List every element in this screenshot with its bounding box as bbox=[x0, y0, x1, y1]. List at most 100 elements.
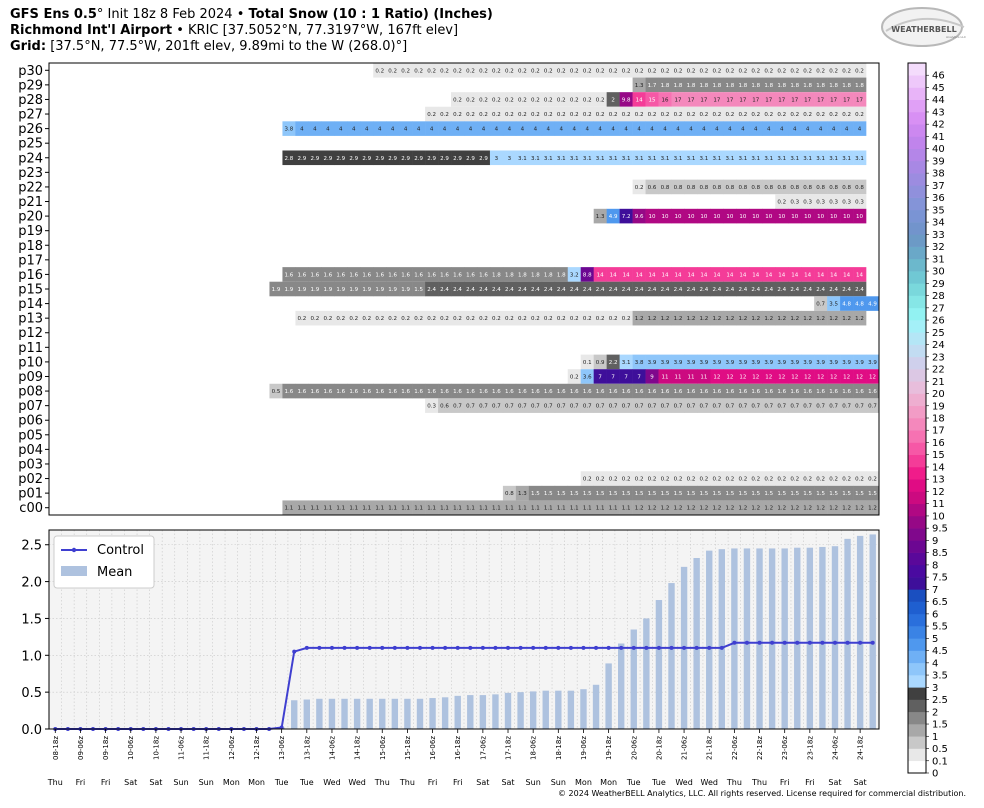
heatmap-cell bbox=[438, 150, 452, 166]
heatmap-cell bbox=[853, 485, 867, 501]
heatmap-cell bbox=[671, 106, 685, 122]
cell-value: 10 bbox=[765, 214, 772, 220]
cell-value: 0.2 bbox=[790, 68, 799, 74]
heatmap-cell bbox=[853, 281, 867, 297]
cell-value: 3 bbox=[508, 156, 512, 162]
cell-value: 7.2 bbox=[622, 214, 631, 220]
mean-bar bbox=[291, 700, 298, 729]
cell-value: 4 bbox=[339, 127, 343, 133]
heatmap-cell bbox=[814, 121, 828, 136]
colorbar-label: 0.5 bbox=[932, 744, 948, 755]
cell-value: 1.6 bbox=[466, 389, 475, 395]
cell-value: 2.9 bbox=[440, 156, 449, 162]
cell-value: 1.8 bbox=[531, 272, 540, 278]
heatmap-cell bbox=[476, 63, 491, 78]
colorbar-swatch bbox=[908, 491, 926, 504]
heatmap-cell bbox=[451, 281, 465, 297]
heatmap-cell bbox=[736, 208, 750, 224]
cell-value: 4 bbox=[585, 127, 589, 133]
heatmap-cell bbox=[697, 121, 711, 136]
heatmap-cell bbox=[451, 310, 465, 326]
heatmap-cell bbox=[528, 267, 543, 282]
heatmap-cell bbox=[606, 500, 620, 515]
heatmap-cell bbox=[619, 500, 633, 515]
cell-value: 10 bbox=[687, 214, 694, 220]
heatmap-cell bbox=[502, 92, 517, 107]
heatmap-cell bbox=[710, 354, 724, 370]
cell-value: 2.4 bbox=[661, 287, 670, 293]
cell-value: 1.5 bbox=[855, 491, 864, 497]
heatmap-cell bbox=[775, 310, 789, 326]
cell-value: 0.2 bbox=[803, 477, 812, 483]
mean-bar bbox=[655, 600, 663, 729]
control-point bbox=[732, 640, 737, 645]
colorbar-label: 7.5 bbox=[932, 573, 948, 584]
colorbar-swatch bbox=[908, 295, 926, 309]
cell-value: 0.2 bbox=[635, 477, 644, 483]
colorbar-label: 41 bbox=[932, 132, 945, 143]
cell-value: 1.2 bbox=[687, 316, 696, 322]
x-tick-label: 24-06z bbox=[832, 736, 840, 760]
cell-value: 0.7 bbox=[596, 404, 605, 410]
cell-value: 0.2 bbox=[790, 477, 799, 483]
cell-value: 10 bbox=[649, 214, 656, 220]
colorbar-swatch bbox=[908, 393, 926, 407]
heatmap-cell bbox=[840, 500, 854, 515]
day-label: Wed bbox=[701, 778, 718, 787]
heatmap-cell bbox=[814, 485, 828, 501]
heatmap-cell bbox=[697, 471, 711, 486]
cell-value: 0.7 bbox=[622, 404, 631, 410]
heatmap-cell bbox=[697, 354, 711, 370]
x-tick-label: 24-18z bbox=[857, 736, 865, 760]
cell-value: 0.2 bbox=[544, 316, 553, 322]
cell-value: 4 bbox=[845, 127, 849, 133]
cell-value: 0.2 bbox=[492, 97, 501, 103]
control-point bbox=[329, 645, 334, 650]
heatmap-cell bbox=[580, 92, 594, 107]
heatmap-cell bbox=[282, 500, 296, 515]
cell-value: 3.8 bbox=[635, 360, 644, 366]
heatmap-cell bbox=[580, 398, 594, 413]
heatmap-cell bbox=[697, 179, 711, 195]
colorbar-label: 42 bbox=[932, 120, 945, 131]
colorbar-label: 24 bbox=[932, 340, 945, 351]
heatmap-cell bbox=[438, 63, 452, 78]
cell-value: 1.1 bbox=[531, 506, 540, 512]
heatmap-cell bbox=[593, 267, 607, 282]
legend-mean-swatch bbox=[61, 566, 87, 576]
heatmap-cell bbox=[788, 398, 802, 413]
cell-value: 10 bbox=[843, 214, 850, 220]
cell-value: 1.9 bbox=[388, 287, 397, 293]
heatmap-cell bbox=[814, 77, 828, 93]
heatmap-cell bbox=[762, 485, 776, 501]
cell-value: 0.8 bbox=[687, 185, 696, 191]
cell-value: 0.2 bbox=[713, 112, 722, 118]
cell-value: 1.5 bbox=[570, 491, 579, 497]
heatmap-cell bbox=[541, 383, 556, 399]
colorbar-label: 25 bbox=[932, 328, 945, 339]
heatmap-cell bbox=[749, 77, 763, 93]
day-label: Mon bbox=[600, 778, 617, 787]
cell-value: 2.4 bbox=[687, 287, 696, 293]
heatmap-cell bbox=[554, 485, 569, 501]
control-point bbox=[392, 645, 397, 650]
cell-value: 0.2 bbox=[583, 97, 592, 103]
mean-bar bbox=[819, 546, 826, 729]
heatmap-cell bbox=[541, 92, 556, 107]
cell-value: 0.2 bbox=[583, 477, 592, 483]
cell-value: 0.2 bbox=[349, 316, 358, 322]
cell-value: 14 bbox=[636, 97, 643, 103]
control-point bbox=[644, 645, 649, 650]
heatmap-cell bbox=[399, 267, 413, 282]
cell-value: 1.6 bbox=[479, 389, 488, 395]
heatmap-cell bbox=[334, 310, 348, 326]
cell-value: 4 bbox=[391, 127, 395, 133]
control-point bbox=[430, 645, 435, 650]
heatmap-cell bbox=[645, 267, 659, 282]
cell-value: 0.2 bbox=[687, 112, 696, 118]
heatmap-cell bbox=[658, 281, 672, 297]
heatmap-cell bbox=[451, 63, 465, 78]
cell-value: 0.2 bbox=[842, 112, 851, 118]
cell-value: 1.5 bbox=[868, 491, 877, 497]
cell-value: 1.1 bbox=[570, 506, 579, 512]
